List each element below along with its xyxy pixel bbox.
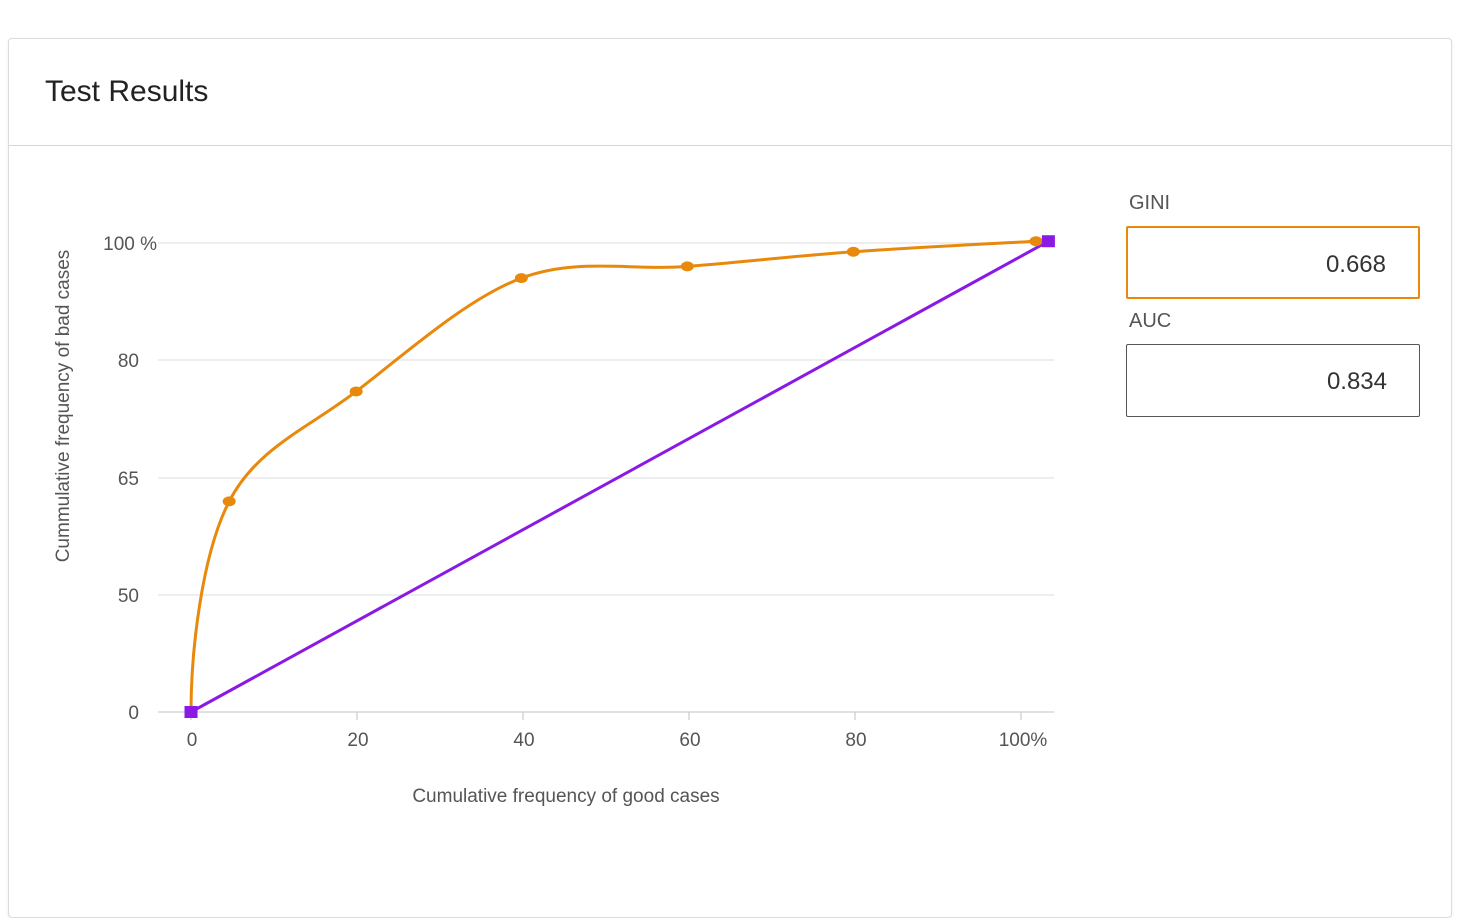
series-layer [184,235,1055,718]
x-tick-label: 100% [999,730,1048,751]
series-2-point [184,706,198,718]
x-tick-label: 40 [513,730,534,751]
auc-label: AUC [1129,310,1172,332]
series-line-2 [190,239,1050,714]
y-tick-label: 80 [118,351,139,372]
y-tick-label: 50 [118,586,139,607]
card-title: Test Results [45,75,209,108]
x-tick-label: 20 [347,730,368,751]
x-tick-label: 0 [187,730,198,751]
y-tick-label: 0 [128,703,139,724]
x-tick-labels: 0 20 40 60 80 100% [187,730,1048,751]
gini-label: GINI [1129,192,1171,214]
series-2-point [1041,235,1055,248]
series-1-point [514,273,528,284]
series-1-point [680,261,694,272]
series-1-point [846,246,860,257]
grid-layer [158,242,1054,720]
series-1-point [1029,236,1043,247]
series-1-point [349,386,363,397]
x-tick-label: 60 [679,730,700,751]
gini-value-field[interactable]: 0.668 [1126,226,1420,299]
x-tick-label: 80 [845,730,866,751]
y-tick-labels: 0 50 65 80 100 % [103,234,157,724]
y-tick-label: 100 % [103,234,157,255]
y-axis-label: Cummulative frequency of bad cases [53,250,74,563]
y-tick-label: 65 [118,469,139,490]
series-1-point [222,496,236,507]
auc-value-field[interactable]: 0.834 [1126,344,1420,417]
card-header: Test Results [9,39,1451,146]
x-axis-label: Cumulative frequency of good cases [412,786,719,807]
